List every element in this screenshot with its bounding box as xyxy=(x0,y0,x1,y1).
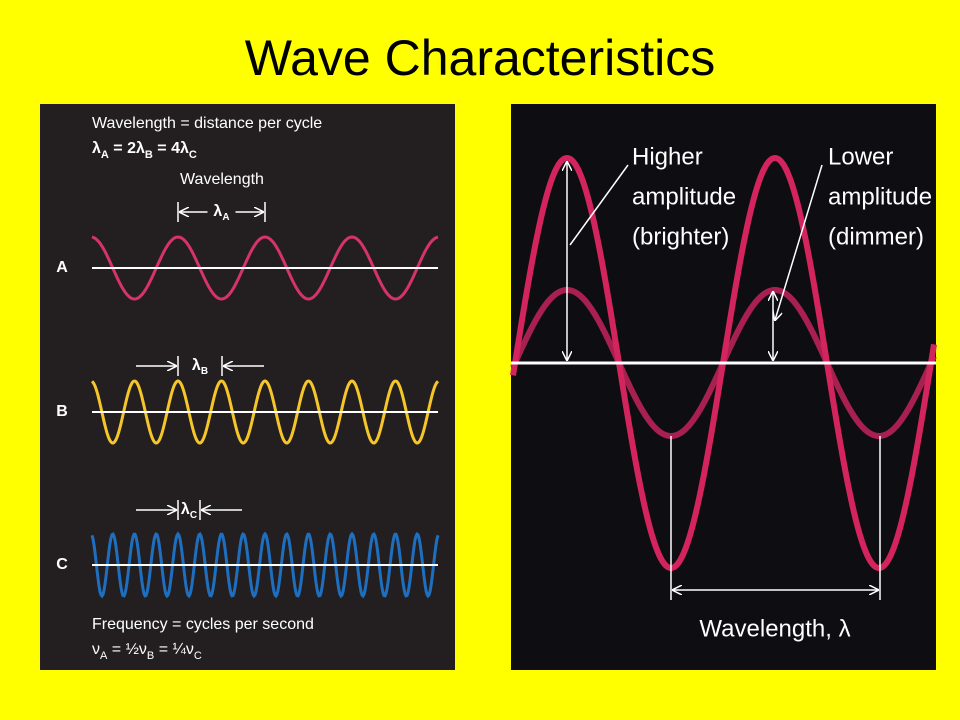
wave-label: A xyxy=(56,259,68,276)
pointer xyxy=(569,164,629,246)
formula-part: B xyxy=(145,149,153,161)
wave-label: B xyxy=(56,403,68,420)
amplitude-label: (dimmer) xyxy=(828,223,924,250)
formula-part: B xyxy=(147,650,154,662)
heading: Wavelength = distance per cycle xyxy=(92,115,322,132)
wave-label: C xyxy=(56,556,68,573)
wavelength-symbol: λA xyxy=(213,203,229,223)
amplitude-label: amplitude xyxy=(632,183,736,210)
formula-part: A xyxy=(101,149,109,161)
formula-part: = ¼ν xyxy=(154,641,194,658)
formula-part: λ xyxy=(92,140,101,157)
left-diagram: Wavelength = distance per cycle λA = 2λB… xyxy=(56,115,440,662)
frequency-formula: νA = ½νB = ¼νC xyxy=(92,641,202,662)
amplitude-label: (brighter) xyxy=(632,223,729,250)
footer: Frequency = cycles per second xyxy=(92,616,314,633)
formula-part: λ xyxy=(192,357,201,374)
formula-part: B xyxy=(201,366,208,377)
wavelength-formula: λA = 2λB = 4λC xyxy=(92,140,197,161)
wavelength-symbol: λC xyxy=(181,501,197,521)
formula-part: λ xyxy=(213,203,222,220)
amplitude-label: Higher xyxy=(632,143,703,170)
formula-part: ν xyxy=(92,641,100,658)
amplitude-label: amplitude xyxy=(828,183,932,210)
formula-part: = ½ν xyxy=(107,641,147,658)
left-panel xyxy=(40,104,455,670)
right-panel xyxy=(511,104,936,670)
wavelength-label: Wavelength xyxy=(180,171,264,188)
right-diagram: Wavelength, λ Higher amplitude (brighter) L… xyxy=(510,143,937,642)
pointer xyxy=(775,164,823,320)
slide-title: Wave Characteristics xyxy=(245,30,715,86)
formula-part: = 4λ xyxy=(153,140,189,157)
formula-part: A xyxy=(222,212,229,223)
wave xyxy=(90,531,440,599)
amplitude-label: Lower xyxy=(828,143,893,170)
wavelength-label: Wavelength, λ xyxy=(699,615,850,642)
wave xyxy=(91,235,439,301)
formula-part: C xyxy=(190,510,197,521)
bright-wave xyxy=(510,154,937,572)
wavelength-symbol: λB xyxy=(192,357,208,377)
formula-part: C xyxy=(189,149,197,161)
wave xyxy=(90,379,440,445)
formula-part: A xyxy=(100,650,108,662)
formula-part: C xyxy=(194,650,202,662)
formula-part: λ xyxy=(181,501,190,518)
formula-part: = 2λ xyxy=(109,140,145,157)
